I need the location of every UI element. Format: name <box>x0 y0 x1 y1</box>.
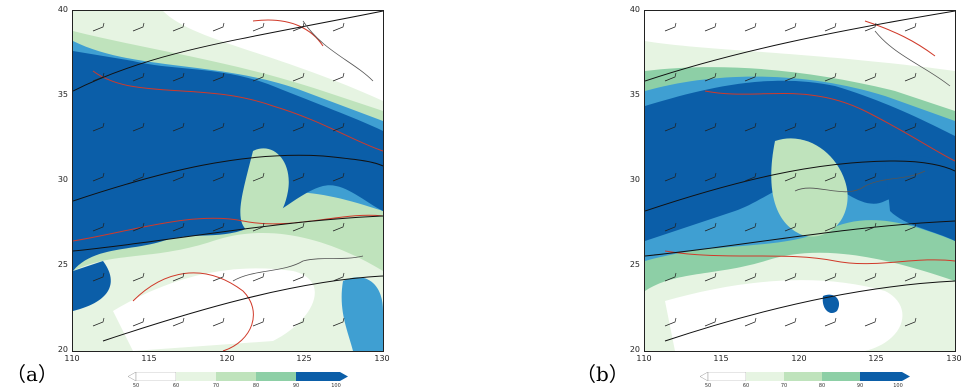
lon-tick-110: 110 <box>64 354 80 363</box>
fill-50-south <box>113 268 315 351</box>
map-a <box>72 10 384 352</box>
lat-tick-20: 20 <box>629 345 640 354</box>
lon-tick-115: 115 <box>141 354 157 363</box>
fill-50-south <box>665 280 903 351</box>
colorbar-tick: 70 <box>212 383 220 389</box>
coastline <box>232 255 364 282</box>
red-contour <box>864 20 936 57</box>
black-contour <box>102 275 383 342</box>
fill-90-spot <box>822 294 840 314</box>
colorbar-tick: 100 <box>331 383 341 389</box>
lon-tick-110: 110 <box>636 354 652 363</box>
black-contour <box>73 154 383 202</box>
black-contour <box>645 11 955 82</box>
wind-barbs <box>664 22 917 327</box>
lon-tick-120: 120 <box>219 354 235 363</box>
panel-label-b: （b） <box>576 362 629 386</box>
colorbar-tick: 60 <box>742 383 750 389</box>
colorbar-tick: 80 <box>252 383 260 389</box>
red-contour <box>704 90 955 162</box>
red-contour <box>92 70 383 152</box>
lon-tick-125: 125 <box>868 354 884 363</box>
coastline <box>302 20 374 82</box>
black-contour <box>73 11 383 92</box>
colorbar-b <box>700 372 910 381</box>
coastline <box>794 170 926 193</box>
lon-tick-130: 130 <box>374 354 390 363</box>
lat-tick-30: 30 <box>57 175 68 184</box>
panel-a: 40 35 30 25 20 110 115 120 125 130 （a） 5… <box>6 5 390 389</box>
red-contour <box>664 250 955 265</box>
lon-tick-125: 125 <box>296 354 312 363</box>
lat-tick-25: 25 <box>57 260 68 269</box>
colorbar-tick: 60 <box>172 383 180 389</box>
black-contour <box>73 215 383 252</box>
coastline <box>874 30 951 87</box>
panel-b: 40 35 30 25 20 110 115 120 125 130 （b） 5… <box>490 0 980 389</box>
lon-tick-130: 130 <box>946 354 962 363</box>
black-contour <box>645 160 955 212</box>
lat-tick-20: 20 <box>57 345 68 354</box>
fill-70-tongue <box>240 148 289 232</box>
lat-tick-30: 30 <box>629 175 640 184</box>
fill-50-north <box>645 11 955 71</box>
lat-tick-25: 25 <box>629 260 640 269</box>
colorbar-tick: 50 <box>704 383 712 389</box>
red-contour <box>132 272 254 351</box>
wind-barbs <box>92 22 345 327</box>
colorbar-tick: 80 <box>818 383 826 389</box>
black-contour <box>645 220 955 257</box>
lat-tick-35: 35 <box>57 90 68 99</box>
black-contour <box>664 280 955 342</box>
lon-tick-115: 115 <box>713 354 729 363</box>
panel-label-a: （a） <box>6 362 58 386</box>
colorbar-tick: 90 <box>292 383 300 389</box>
colorbar-tick: 50 <box>132 383 140 389</box>
colorbar-tick: 100 <box>893 383 903 389</box>
red-contour <box>73 214 383 242</box>
colorbar-a <box>128 372 348 381</box>
lon-tick-120: 120 <box>791 354 807 363</box>
fill-90-se <box>341 277 383 351</box>
colorbar-tick: 70 <box>780 383 788 389</box>
fill-70-tongue <box>771 138 848 237</box>
red-contour <box>252 19 324 47</box>
colorbar-tick: 90 <box>856 383 864 389</box>
fill-100-west <box>73 261 111 311</box>
lat-tick-40: 40 <box>57 5 68 14</box>
lat-tick-35: 35 <box>629 90 640 99</box>
lat-tick-40: 40 <box>629 5 640 14</box>
map-b <box>644 10 956 352</box>
